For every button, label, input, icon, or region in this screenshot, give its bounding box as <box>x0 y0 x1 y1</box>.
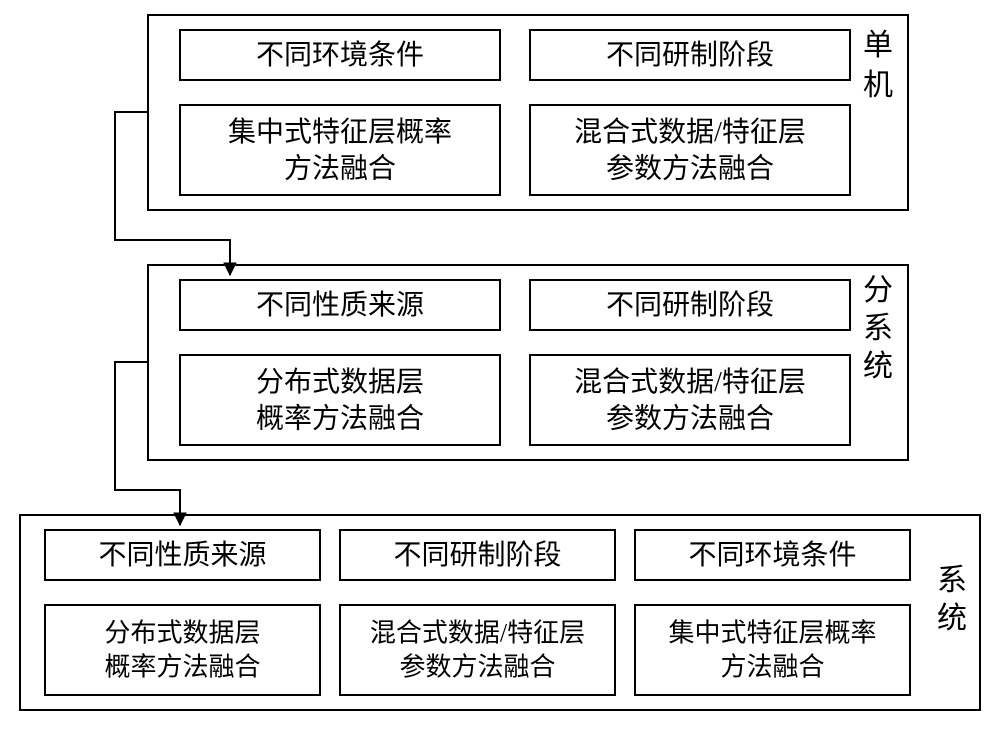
level-system-cell-1-text-line-0: 不同研制阶段 <box>393 539 561 571</box>
level-single-cell-3-text-line-0: 混合式数据/特征层 <box>574 116 806 148</box>
level-subsystem-cell-1-text-line-0: 不同研制阶段 <box>606 289 774 321</box>
level-subsystem-side-label-char-2: 统 <box>863 350 893 383</box>
level-single-cell-0-text-line-0: 不同环境条件 <box>256 39 424 71</box>
level-subsystem-cell-2-text-line-1: 概率方法融合 <box>256 402 424 434</box>
connector-c2-arrowhead <box>174 513 186 525</box>
level-subsystem-cell-3-text-line-1: 参数方法融合 <box>606 402 774 434</box>
level-subsystem-cell-3-text-line-0: 混合式数据/特征层 <box>574 366 806 398</box>
level-system-cell-4-text-line-1: 参数方法融合 <box>399 652 555 681</box>
level-single-side-label-char-0: 单 <box>863 29 893 62</box>
level-subsystem-side-label-char-0: 分 <box>863 274 893 307</box>
level-system-cell-5-text-line-1: 方法融合 <box>720 652 824 681</box>
connector-c1 <box>115 112 230 275</box>
level-single-side-label-char-1: 机 <box>863 69 893 102</box>
level-system-cell-2-text-line-0: 不同环境条件 <box>688 539 856 571</box>
level-system-cell-4-text-line-0: 混合式数据/特征层 <box>370 619 585 648</box>
level-system-cell-3-text-line-0: 分布式数据层 <box>104 619 260 648</box>
level-single-cell-2-text-line-0: 集中式特征层概率 <box>228 116 452 148</box>
level-single-cell-1-text-line-0: 不同研制阶段 <box>606 39 774 71</box>
level-system-side-label-char-0: 系 <box>937 564 967 597</box>
connector-c1-arrowhead <box>224 263 236 275</box>
level-system-side-label-char-1: 统 <box>937 602 967 635</box>
level-subsystem-cell-0-text-line-0: 不同性质来源 <box>256 289 424 321</box>
level-single-cell-2-text-line-1: 方法融合 <box>284 152 396 184</box>
level-system-cell-5-text-line-0: 集中式特征层概率 <box>668 619 876 648</box>
level-subsystem-side-label-char-1: 系 <box>863 312 893 345</box>
level-system-cell-0-text-line-0: 不同性质来源 <box>98 539 266 571</box>
level-system-cell-3-text-line-1: 概率方法融合 <box>104 652 260 681</box>
level-single-cell-3-text-line-1: 参数方法融合 <box>606 152 774 184</box>
level-subsystem-cell-2-text-line-0: 分布式数据层 <box>256 366 424 398</box>
